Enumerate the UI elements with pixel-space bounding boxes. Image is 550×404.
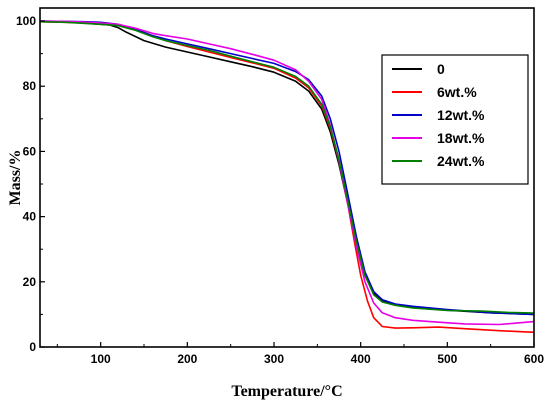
plot-lines — [39, 20, 535, 334]
x-tick-label: 100 — [91, 352, 111, 366]
y-tick-label: 0 — [29, 340, 36, 354]
y-tick-label: 60 — [23, 144, 37, 158]
series-line-4 — [39, 20, 535, 314]
axis-tick-labels: 100 200 300 400 500 600 0 20 40 60 80 100 — [16, 14, 544, 366]
series-line-3 — [39, 20, 535, 326]
y-tick-label: 80 — [23, 79, 37, 93]
x-tick-label: 500 — [437, 352, 457, 366]
y-tick-label: 20 — [23, 275, 37, 289]
legend-label-4: 24wt.% — [437, 153, 485, 169]
legend-box — [381, 54, 529, 185]
x-tick-label: 200 — [177, 352, 197, 366]
x-axis-title: Temperature/°C — [231, 383, 342, 400]
legend-label-2: 12wt.% — [437, 107, 485, 123]
x-tick-label: 300 — [264, 352, 284, 366]
legend-label-1: 6wt.% — [437, 84, 477, 100]
x-tick-label: 600 — [524, 352, 544, 366]
legend: 0 6wt.% 12wt.% 18wt.% 24wt.% — [381, 54, 529, 185]
legend-label-0: 0 — [437, 61, 445, 77]
y-tick-label: 100 — [16, 14, 36, 28]
x-tick-label: 400 — [351, 352, 371, 366]
axis-ticks — [40, 20, 535, 348]
plot-frame — [39, 7, 535, 348]
y-axis-title: Mass/% — [7, 150, 24, 206]
series-line-0 — [39, 20, 535, 316]
y-tick-label: 40 — [23, 210, 37, 224]
legend-label-3: 18wt.% — [437, 130, 485, 146]
